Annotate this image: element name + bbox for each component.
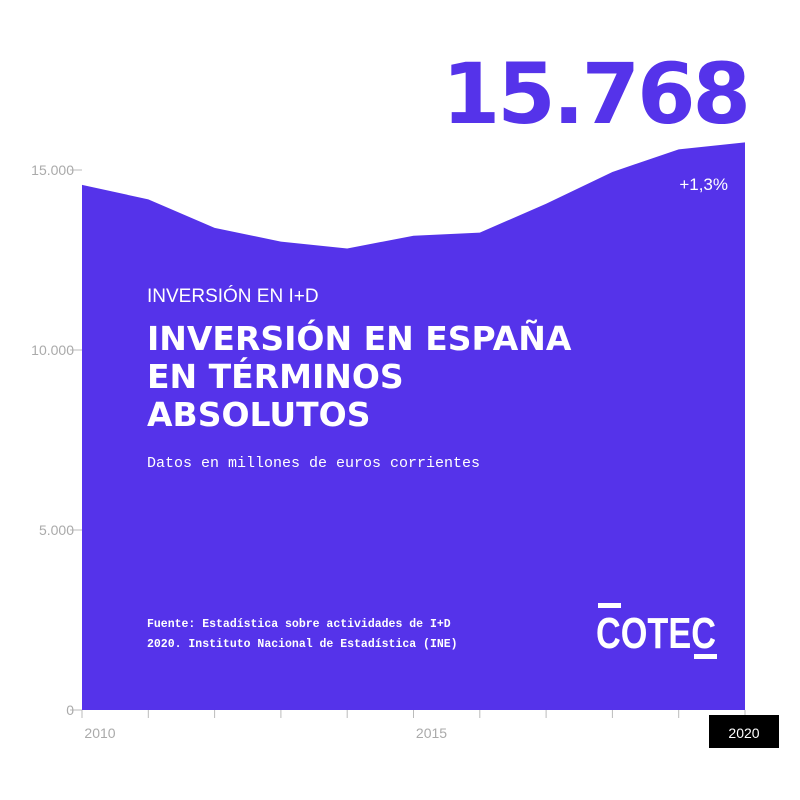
title-line: EN TÉRMINOS: [147, 356, 404, 396]
title-line: ABSOLUTOS: [147, 395, 371, 434]
x-tick-label: 2020: [728, 725, 759, 741]
annotation: +1,3%: [679, 175, 728, 194]
y-tick-label: 10.000: [31, 342, 74, 358]
logo-bar: [694, 654, 717, 659]
area: [82, 142, 745, 711]
title-line: INVERSIÓN EN ESPAÑA: [147, 318, 572, 358]
subtitle: Datos en millones de euros corrientes: [147, 455, 480, 472]
x-tick-label: 2010: [84, 725, 115, 741]
logo-bar: [598, 603, 621, 608]
y-tick-label: 15.000: [31, 162, 74, 178]
x-tick-label: 2015: [416, 725, 447, 741]
kicker: INVERSIÓN EN I+D: [147, 285, 319, 307]
highlight-box: [709, 715, 779, 748]
source-line: 2020. Instituto Nacional de Estadística …: [147, 638, 458, 651]
y-tick-label: 0: [66, 702, 74, 718]
y-tick-label: 5.000: [39, 522, 74, 538]
logo: COTEC: [596, 609, 716, 658]
headline-value: 15.768: [442, 45, 748, 143]
source-line: Fuente: Estadística sobre actividades de…: [147, 618, 451, 631]
